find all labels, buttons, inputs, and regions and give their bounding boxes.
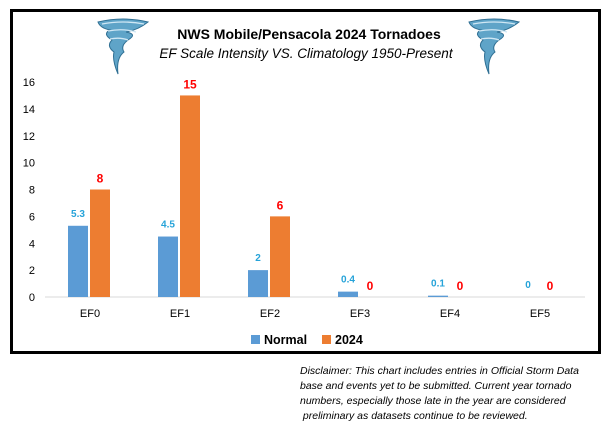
x-axis: EF0 EF1 EF2 EF3 EF4 EF5 bbox=[80, 308, 550, 320]
x-tick-label: EF5 bbox=[530, 308, 550, 320]
legend-label-normal: Normal bbox=[264, 333, 307, 347]
y-tick-label: 8 bbox=[29, 185, 35, 197]
bar-normal-ef2 bbox=[248, 270, 268, 297]
disclaimer: Disclaimer: This chart includes entries … bbox=[300, 364, 605, 424]
data-label-2024-ef5: 0 bbox=[547, 279, 554, 293]
bar-normal-ef1 bbox=[158, 236, 178, 297]
y-axis: 0 2 4 6 8 10 12 14 16 bbox=[23, 77, 35, 304]
y-tick-label: 10 bbox=[23, 158, 35, 170]
y-tick-label: 16 bbox=[23, 77, 35, 89]
data-label-2024-ef1: 15 bbox=[183, 77, 197, 91]
chart-subtitle: EF Scale Intensity VS. Climatology 1950-… bbox=[159, 46, 453, 61]
data-label-normal-ef3: 0.4 bbox=[341, 275, 355, 286]
chart-frame: NWS Mobile/Pensacola 2024 Tornadoes EF S… bbox=[10, 9, 601, 354]
disclaimer-line: preliminary as datasets continue to be r… bbox=[300, 410, 528, 422]
bar-2024-ef0 bbox=[90, 189, 110, 297]
y-tick-label: 12 bbox=[23, 131, 35, 143]
legend-swatch-2024 bbox=[322, 335, 331, 344]
y-tick-label: 0 bbox=[29, 292, 35, 304]
bar-2024-ef1 bbox=[180, 95, 200, 297]
y-tick-label: 14 bbox=[23, 104, 35, 116]
data-label-2024-ef3: 0 bbox=[367, 279, 374, 293]
x-tick-label: EF4 bbox=[440, 308, 460, 320]
y-tick-label: 6 bbox=[29, 211, 35, 223]
x-tick-label: EF2 bbox=[260, 308, 280, 320]
disclaimer-line: Disclaimer: This chart includes entries … bbox=[300, 365, 579, 377]
y-tick-label: 2 bbox=[29, 265, 35, 277]
data-label-normal-ef5: 0 bbox=[525, 280, 531, 291]
bars: 5.3 8 4.5 15 2 6 0.4 0 0.1 0 0 0 bbox=[68, 77, 554, 297]
legend: Normal 2024 bbox=[251, 333, 363, 347]
data-label-2024-ef2: 6 bbox=[277, 198, 284, 212]
x-tick-label: EF0 bbox=[80, 308, 100, 320]
data-label-2024-ef0: 8 bbox=[97, 172, 104, 186]
disclaimer-line: base and events yet to be submitted. Cur… bbox=[300, 380, 572, 392]
x-tick-label: EF1 bbox=[170, 308, 190, 320]
data-label-normal-ef2: 2 bbox=[255, 253, 261, 264]
data-label-normal-ef4: 0.1 bbox=[431, 279, 445, 290]
x-tick-label: EF3 bbox=[350, 308, 370, 320]
legend-label-2024: 2024 bbox=[335, 333, 363, 347]
tornado-icon bbox=[468, 18, 521, 75]
bar-normal-ef0 bbox=[68, 225, 88, 297]
bar-normal-ef3 bbox=[338, 291, 358, 297]
bar-chart: NWS Mobile/Pensacola 2024 Tornadoes EF S… bbox=[23, 18, 585, 347]
data-label-2024-ef4: 0 bbox=[457, 279, 464, 293]
bar-2024-ef2 bbox=[270, 216, 290, 297]
bar-normal-ef4 bbox=[428, 295, 448, 297]
data-label-normal-ef0: 5.3 bbox=[71, 209, 85, 220]
tornado-icon bbox=[97, 18, 150, 75]
data-label-normal-ef1: 4.5 bbox=[161, 220, 175, 231]
chart-title: NWS Mobile/Pensacola 2024 Tornadoes bbox=[177, 26, 441, 42]
legend-swatch-normal bbox=[251, 335, 260, 344]
disclaimer-line: numbers, especially those late in the ye… bbox=[300, 395, 566, 407]
y-tick-label: 4 bbox=[29, 238, 35, 250]
